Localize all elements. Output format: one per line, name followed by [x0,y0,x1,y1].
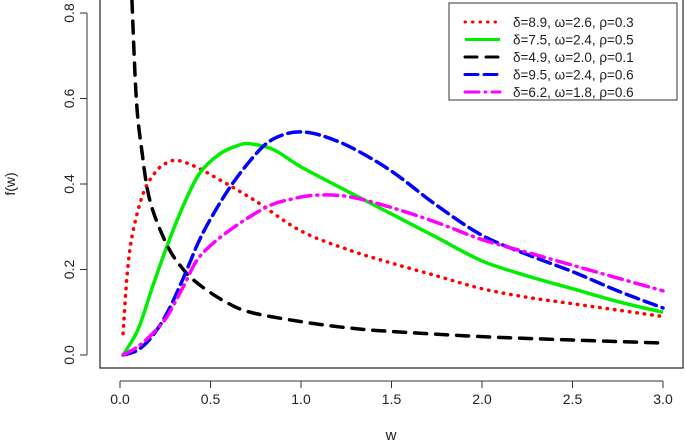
x-axis-label: w [385,427,397,441]
y-tick-label: 0.0 [61,345,77,365]
series-line-1 [121,158,665,336]
x-tick-label: 2.5 [563,391,583,407]
y-axis-label: f(w) [2,172,18,195]
series-line-3 [130,0,665,345]
legend-box [448,2,678,101]
x-tick-label: 0.5 [201,391,221,407]
series-line-5 [121,193,665,357]
x-tick-label: 2.0 [472,391,492,407]
y-tick-label: 0.8 [61,3,77,23]
legend-label: δ=6.2, ω=1.8, ρ=0.6 [513,85,634,100]
legend: δ=8.9, ω=2.6, ρ=0.3 δ=7.5, ω=2.4, ρ=0.5 δ=… [448,2,678,101]
legend-label: δ=7.5, ω=2.4, ρ=0.5 [513,33,634,48]
legend-label: δ=8.9, ω=2.6, ρ=0.3 [513,15,634,30]
series-line-2 [121,141,664,356]
x-tick-label: 1.5 [382,391,402,407]
plot-frame [99,0,684,369]
y-tick-label: 0.2 [61,260,77,280]
y-tick-label: 0.6 [61,89,77,109]
x-tick-label: 3.0 [653,391,673,407]
y-tick-label: 0.4 [61,174,77,194]
x-tick-label: 0.0 [110,391,130,407]
x-tick-label: 1.0 [291,391,311,407]
legend-label: δ=9.5, ω=2.4, ρ=0.6 [513,68,634,83]
legend-label: δ=4.9, ω=2.0, ρ=0.1 [513,50,634,65]
